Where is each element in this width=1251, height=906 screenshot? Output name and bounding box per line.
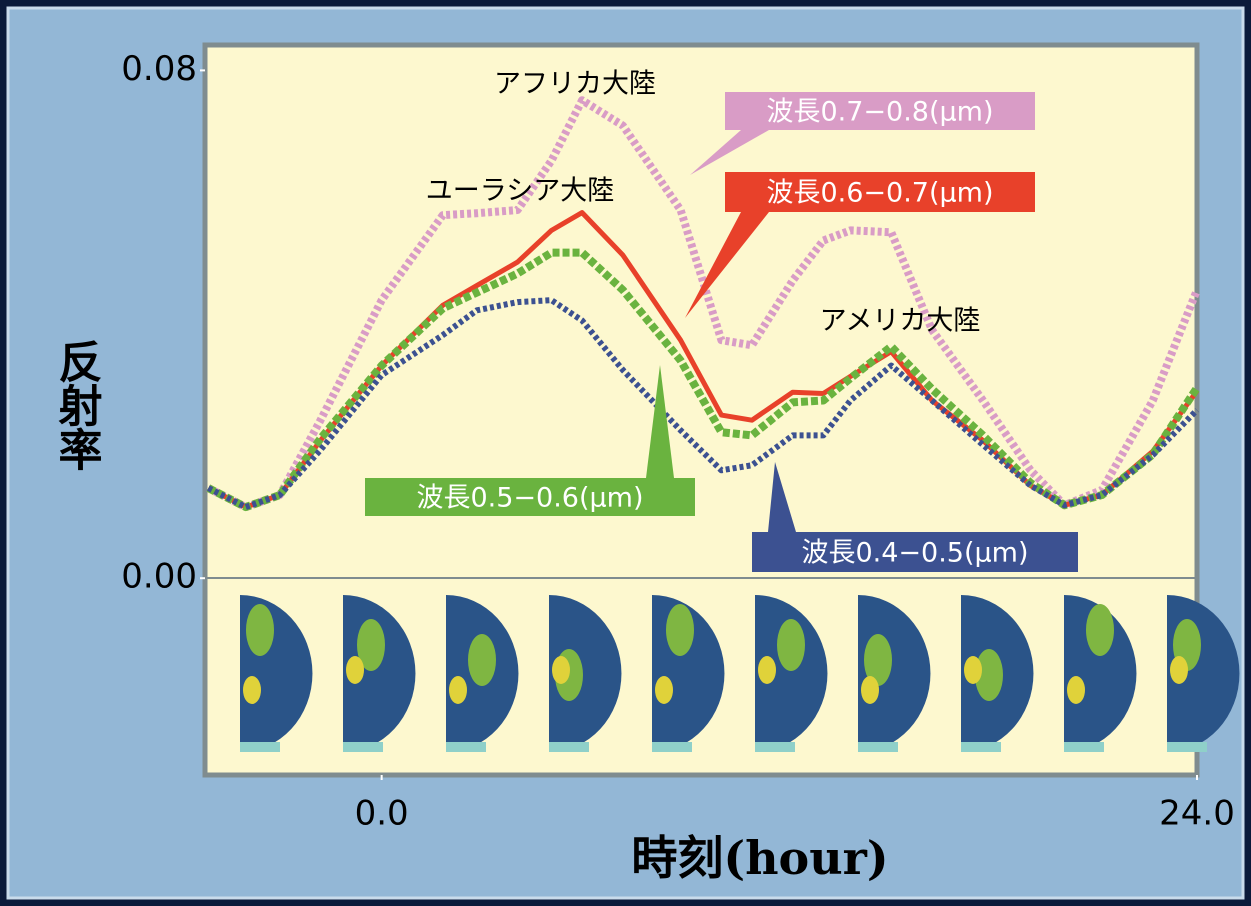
ice — [240, 742, 280, 752]
land — [346, 656, 364, 684]
legend-box — [365, 478, 695, 516]
x-tick-label: 24.0 — [1159, 794, 1235, 834]
land — [777, 619, 805, 671]
land — [243, 676, 261, 704]
y-tick-label: 0.00 — [121, 557, 197, 597]
callout-pointer — [768, 462, 796, 532]
annotation: ユーラシア大陸 — [426, 176, 614, 207]
ice — [1167, 742, 1207, 752]
ice — [755, 742, 795, 752]
land — [1067, 676, 1085, 704]
land — [468, 634, 496, 686]
legend-label: 波長0.6−0.7(μm) — [766, 178, 993, 209]
annotation: アメリカ大陸 — [820, 306, 981, 337]
land — [864, 634, 892, 686]
legend-box — [725, 172, 1035, 212]
land — [666, 604, 694, 656]
ice — [343, 742, 383, 752]
annotation: アフリカ大陸 — [494, 69, 656, 100]
legend-label: 波長0.7−0.8(μm) — [766, 97, 993, 128]
series-line — [206, 96, 1201, 512]
ice — [549, 742, 589, 752]
globe — [549, 595, 622, 752]
land — [975, 649, 1003, 701]
land — [861, 676, 879, 704]
ice — [1064, 742, 1104, 752]
callout-pointer — [690, 130, 769, 175]
legend-label: 波長0.4−0.5(μm) — [801, 538, 1028, 569]
land — [449, 676, 467, 704]
x-tick-label: 0.0 — [355, 794, 409, 834]
y-tick-label: 0.08 — [121, 49, 197, 89]
globe — [1064, 595, 1137, 752]
land — [655, 676, 673, 704]
series-line — [207, 297, 1200, 511]
land — [758, 656, 776, 684]
ice — [858, 742, 898, 752]
ice — [652, 742, 692, 752]
y-axis-title: 反射率 — [51, 339, 103, 471]
ice — [961, 742, 1001, 752]
land — [357, 619, 385, 671]
land — [1170, 656, 1188, 684]
callout-pointer — [646, 365, 674, 478]
land — [1086, 604, 1114, 656]
land — [552, 656, 570, 684]
legend-box — [752, 532, 1078, 572]
legend-label: 波長0.5−0.6(μm) — [416, 483, 643, 514]
globe-strip — [240, 595, 1240, 752]
globe — [755, 595, 828, 752]
x-axis-title: 時刻(hour) — [631, 831, 888, 885]
land — [964, 656, 982, 684]
callout-pointer — [685, 212, 769, 318]
ice — [446, 742, 486, 752]
land — [246, 604, 274, 656]
legend-box — [725, 92, 1035, 130]
